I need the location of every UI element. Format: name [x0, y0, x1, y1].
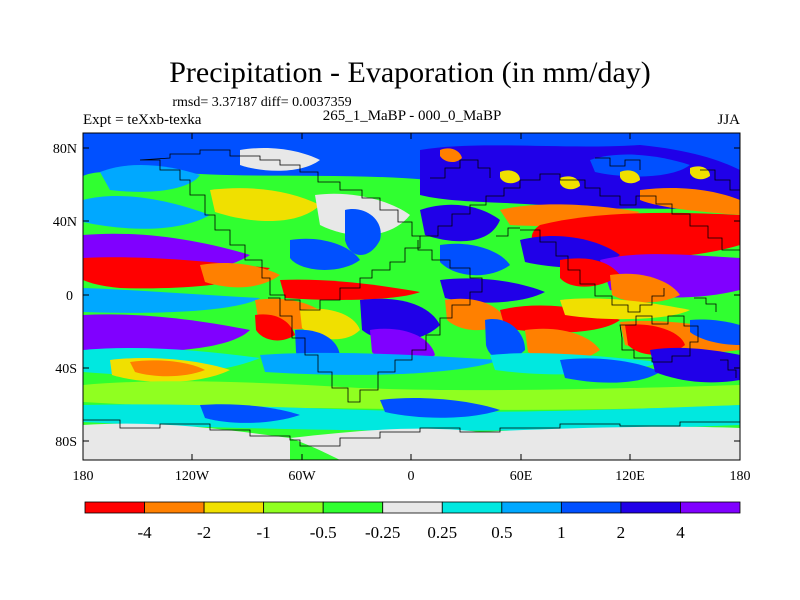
colorbar-swatch — [263, 501, 324, 514]
lon-tick-label: 60E — [510, 469, 533, 484]
lat-tick-label: 80S — [55, 435, 77, 450]
colorbar-swatch — [620, 501, 681, 514]
colorbar-label: 0.25 — [427, 523, 457, 542]
period-label: 265_1_MaBP - 000_0_MaBP — [323, 108, 502, 124]
season-label: JJA — [717, 112, 740, 128]
coastlines — [83, 149, 740, 447]
colorbar-swatch — [382, 501, 443, 514]
colorbar-swatch — [144, 501, 205, 514]
lon-tick-labels: 180 120W 60W 0 60E 120E 180 — [73, 469, 751, 484]
lat-tick-label: 0 — [66, 289, 73, 304]
colorbar — [84, 501, 741, 514]
colorbar-labels: -4 -2 -1 -0.5 -0.25 0.25 0.5 1 2 4 — [137, 523, 685, 542]
lon-tick-label: 0 — [408, 469, 415, 484]
colorbar-label: -2 — [197, 523, 211, 542]
colorbar-label: -0.5 — [310, 523, 337, 542]
lat-tick-label: 40N — [53, 215, 77, 230]
lon-tick-label: 60W — [288, 469, 316, 484]
lon-tick-label: 180 — [73, 469, 94, 484]
colorbar-swatch — [680, 501, 741, 514]
lat-tick-label: 40S — [55, 362, 77, 377]
map-field — [83, 133, 740, 460]
lat-tick-label: 80N — [53, 142, 77, 157]
lon-tick-label: 180 — [730, 469, 751, 484]
lon-axis — [82, 133, 741, 460]
colorbar-swatch — [441, 501, 503, 514]
colorbar-swatch — [322, 501, 384, 514]
map-title: Precipitation - Evaporation (in mm/day) — [169, 56, 651, 89]
colorbar-label: 1 — [557, 523, 566, 542]
colorbar-label: -4 — [137, 523, 152, 542]
lat-tick-labels: 80N 40N 0 40S 80S — [53, 142, 77, 450]
colorbar-label: -0.25 — [365, 523, 400, 542]
colorbar-label: 4 — [676, 523, 685, 542]
colorbar-label: 0.5 — [491, 523, 512, 542]
lon-tick-label: 120E — [615, 469, 645, 484]
colorbar-swatch — [560, 501, 622, 514]
lat-axis — [83, 147, 740, 442]
colorbar-swatch — [84, 501, 145, 514]
lon-tick-label: 120W — [175, 469, 210, 484]
stats-line: rmsd= 3.37187 diff= 0.0037359 — [172, 95, 351, 110]
colorbar-swatch — [501, 501, 562, 514]
colorbar-label: 2 — [617, 523, 626, 542]
expt-label: Expt = teXxb-texka — [83, 112, 202, 128]
colorbar-label: -1 — [257, 523, 271, 542]
colorbar-swatch — [203, 501, 265, 514]
